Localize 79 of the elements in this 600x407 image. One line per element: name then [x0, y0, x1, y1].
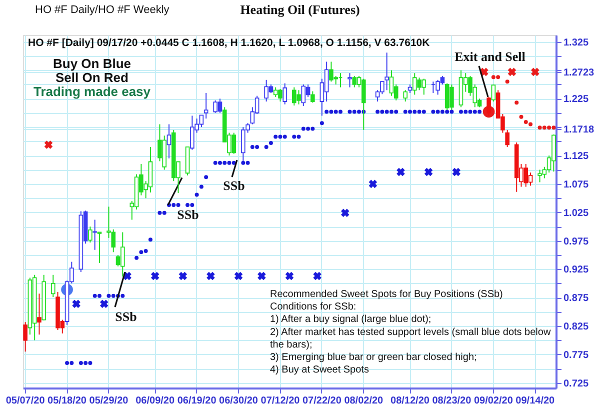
point [519, 114, 524, 119]
point [368, 180, 378, 188]
point [547, 126, 552, 130]
y-tick-label: 0.875 [564, 293, 589, 304]
y-tick-label: 1.325 [564, 37, 589, 48]
point [542, 126, 546, 130]
point [44, 140, 53, 149]
candlestick [348, 72, 352, 88]
annotation: Exit and Sell [454, 49, 526, 64]
annotation: SSb [223, 178, 245, 193]
y-tick-label: 0.975 [564, 236, 589, 248]
x-tick-label: 05/07/20 [6, 396, 46, 406]
candlestick [505, 129, 510, 148]
y-tick-label: 1.125 [564, 151, 589, 162]
annotation: Recommended Sweet Spots for Buy Positions (SSb) Conditions for SSb: 1) After a buy signal (large blue dot); 2) After market has tested support levels (small blue dots below the bars); 3) Emerging blue bar or green bar closed high; 4) Buy at Sweet Spots [270, 289, 552, 376]
point [100, 300, 108, 308]
x-tick-label: 06/09/20 [136, 396, 175, 406]
candlestick [50, 274, 56, 298]
candlestick [301, 84, 306, 107]
x-tick-label: 08/02/20 [344, 396, 384, 406]
point [524, 120, 528, 124]
x-tick-label: 07/22/20 [302, 396, 342, 406]
point [396, 168, 405, 176]
candlestick [403, 90, 408, 102]
point [496, 75, 500, 80]
point [505, 80, 510, 84]
point [285, 272, 294, 280]
y-tick-label: 0.925 [564, 264, 589, 276]
point [514, 100, 519, 105]
point [452, 168, 460, 176]
x-tick-label: 08/23/20 [432, 396, 472, 406]
candlestick [352, 75, 357, 88]
point [538, 126, 542, 130]
x-tick-label: 05/29/20 [89, 396, 129, 406]
y-tick-label: 0.825 [564, 322, 589, 333]
x-tick-label: 05/18/20 [48, 396, 87, 406]
y-tick-label: 1.025 [564, 208, 589, 219]
x-tick-label: 06/30/20 [219, 396, 258, 406]
y-tick-label: 1.1718 [564, 124, 595, 136]
annotation: Sell On Red [56, 70, 129, 85]
candlestick [37, 293, 42, 336]
point [178, 272, 188, 280]
point [508, 68, 516, 76]
point [258, 272, 266, 280]
y-tick-label: 1.075 [564, 179, 589, 190]
x-tick-label: 08/12/20 [390, 396, 430, 406]
point [424, 168, 433, 176]
candlestick [324, 61, 329, 102]
point [531, 68, 540, 76]
annotation: SSb [177, 207, 199, 222]
x-tick-label: 06/19/20 [177, 396, 217, 406]
point [150, 272, 160, 280]
y-tick-label: 0.725 [564, 378, 589, 390]
x-tick-label: 09/14/20 [516, 396, 556, 406]
chart-subtitle: HO #F [Daily] 09/17/20 +0.0445 C 1.1608, H 1.1620, L 1.0968, O 1.1156, V 63.7610K [28, 37, 430, 49]
candlestick [486, 96, 491, 116]
point [552, 126, 556, 130]
annotation: Buy On Blue [52, 56, 132, 71]
x-tick-label: 07/12/20 [260, 396, 300, 406]
point [72, 300, 80, 308]
x-tick-label: 09/02/20 [474, 396, 514, 406]
y-tick-label: 0.775 [564, 350, 589, 361]
point [313, 272, 322, 280]
point [234, 272, 243, 280]
point [206, 272, 215, 280]
annotation: Trading made easy [33, 84, 152, 99]
point [528, 122, 533, 126]
text: HO #F Daily/HO #F Weekly [35, 4, 170, 16]
annotation: SSb [115, 309, 137, 324]
point [491, 75, 496, 80]
candlestick [282, 82, 288, 105]
candlestick [491, 84, 496, 102]
candlestick [310, 90, 315, 104]
chart-title: Heating Oil (Futures) [240, 2, 360, 17]
point [340, 208, 350, 218]
y-tick-label: 1.2723 [564, 67, 595, 78]
candlestick [204, 92, 208, 120]
y-tick-label: 1.225 [564, 94, 589, 106]
candlestick [23, 322, 28, 352]
